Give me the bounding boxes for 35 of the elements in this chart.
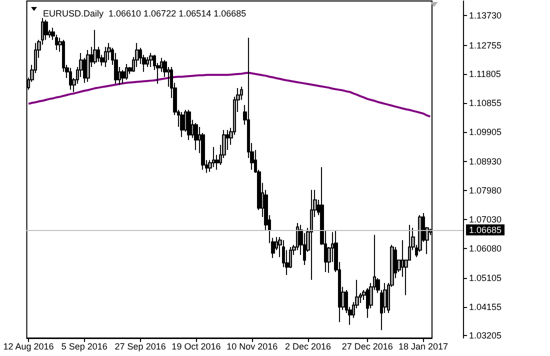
y-tick-label: 1.09905	[469, 126, 502, 137]
candlestick	[86, 49, 90, 82]
x-tick-label: 5 Sep 2016	[61, 342, 108, 352]
y-tick-label: 1.13730	[469, 10, 502, 21]
x-tick-label: 2 Dec 2016	[284, 342, 332, 352]
y-tick-label: 1.06080	[469, 243, 502, 254]
y-tick-label: 1.11805	[469, 69, 501, 80]
x-tick-label: 12 Aug 2016	[3, 342, 54, 352]
text: EURUSD.Daily 1.06610 1.06722 1.06514 1.06685	[43, 8, 246, 18]
x-tick-label: 27 Sep 2016	[114, 342, 166, 352]
y-tick-label: 1.03205	[469, 330, 502, 341]
line-series	[28, 72, 432, 118]
y-tick-label: 1.12755	[469, 40, 502, 50]
candlestick	[104, 46, 107, 68]
candlestick	[296, 222, 299, 251]
candlestick	[194, 122, 198, 151]
candlestick	[125, 63, 128, 80]
x-tick-label: 27 Dec 2016	[342, 342, 393, 352]
candlestick	[180, 112, 184, 138]
y-tick-label: 1.04155	[469, 302, 502, 312]
y-tick-label: 1.07030	[469, 214, 502, 224]
candlestick	[310, 189, 313, 280]
y-tick-label: 1.05105	[469, 272, 502, 283]
ref-line-label: 1.06685	[469, 224, 502, 235]
candlestick	[69, 67, 72, 90]
x-tick-label: 18 Jan 2017	[398, 342, 448, 352]
x-tick-label: 10 Nov 2016	[226, 342, 278, 352]
candlestick	[212, 146, 215, 168]
candlestick	[93, 29, 97, 64]
y-tick-label: 1.07980	[469, 185, 502, 196]
y-tick-label: 1.10855	[469, 98, 502, 108]
x-tick-label: 19 Oct 2016	[172, 342, 221, 352]
candlestick	[149, 52, 153, 68]
candlestick	[187, 109, 191, 140]
y-tick-label: 1.08930	[469, 156, 502, 167]
